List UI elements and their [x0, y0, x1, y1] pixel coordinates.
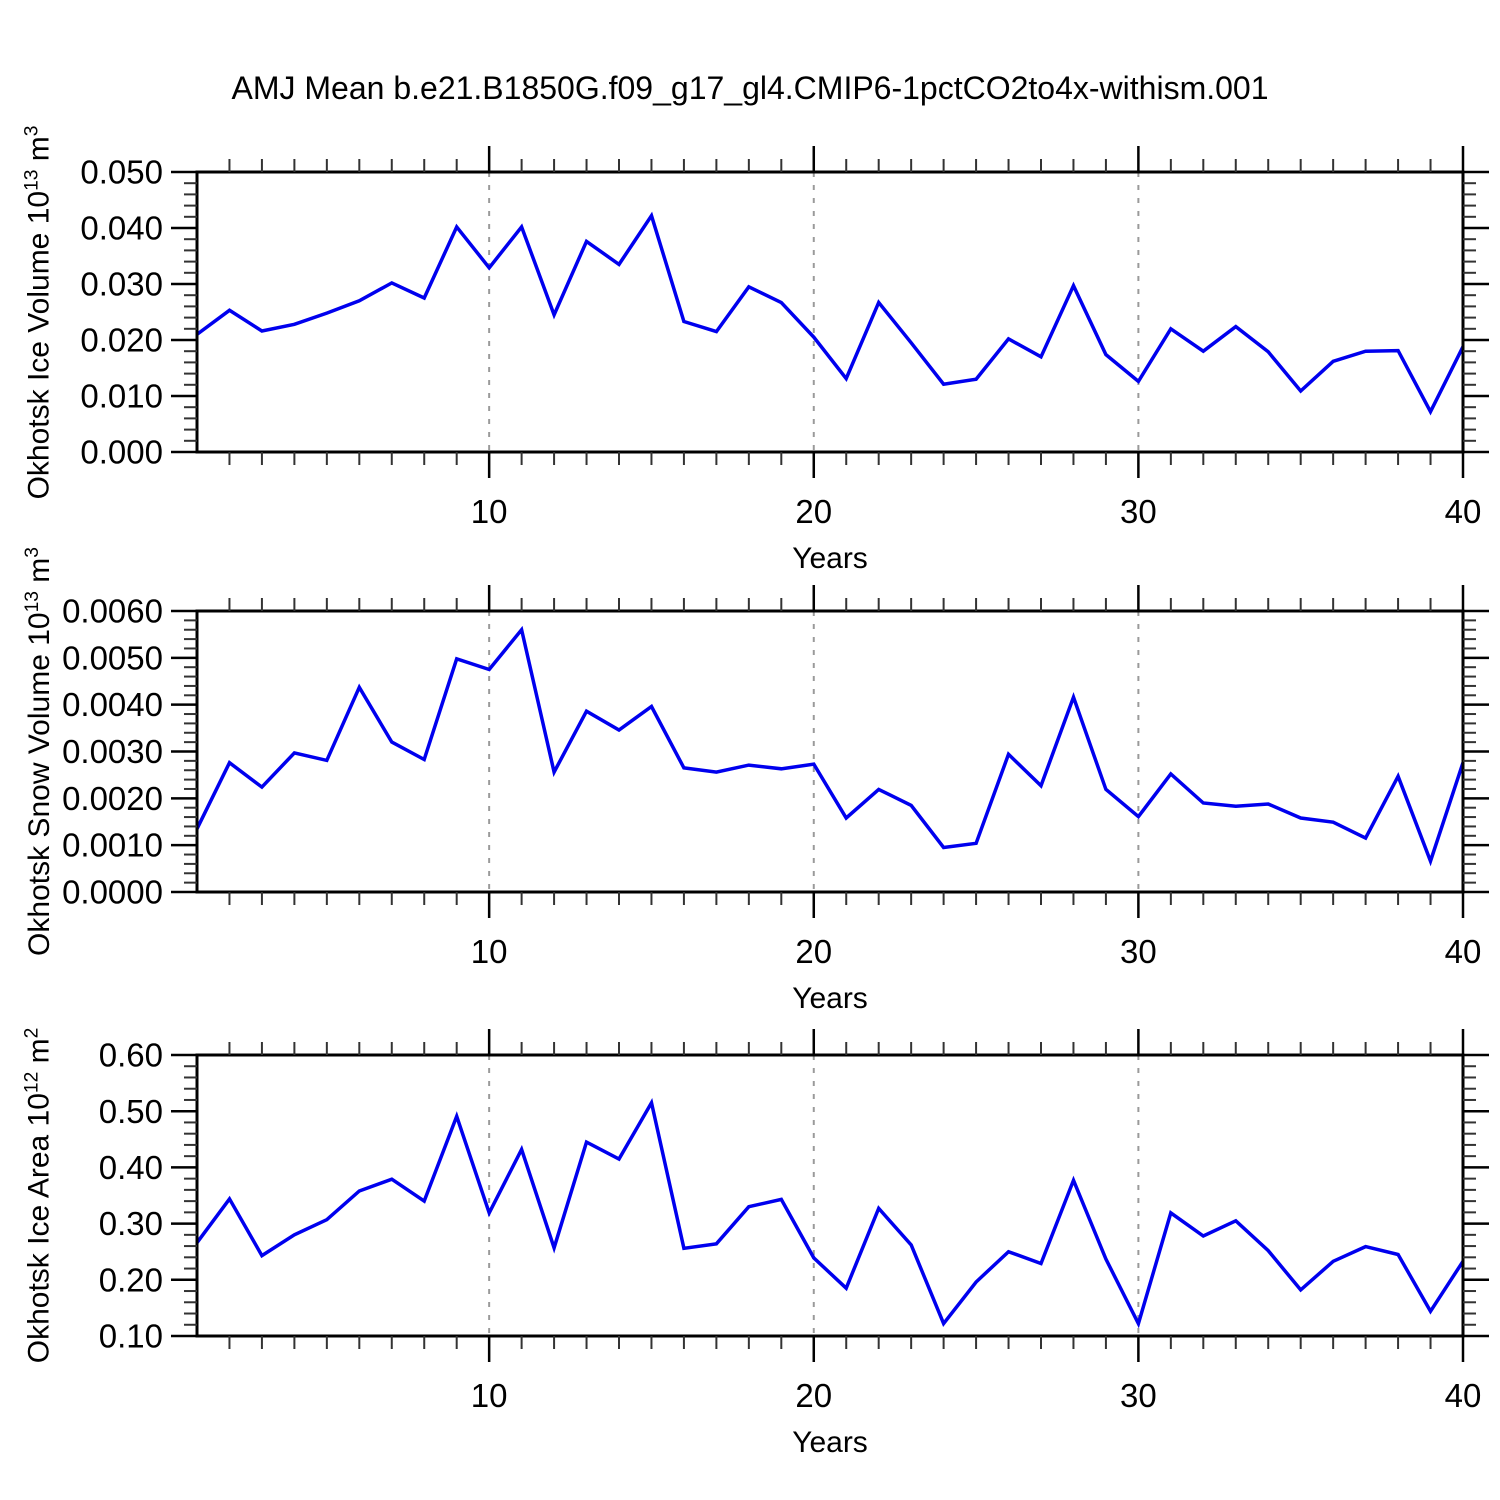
ice-volume-panel: 0.000 0.010 0.020 0.030 0.040 0.050 10 20 30 40 Ye… [80, 146, 1489, 575]
plot-frame [195, 1053, 1465, 1338]
x-tick-label: 10 [471, 493, 508, 530]
y-tick-label: 0.50 [99, 1093, 163, 1130]
y-tick-label: 0.000 [80, 434, 163, 471]
y-tick-label: 0.020 [80, 322, 163, 359]
y-tick-label: 0.0030 [62, 733, 163, 770]
x-tick-label: 30 [1120, 933, 1157, 970]
y-tick-label: 0.0000 [62, 874, 163, 911]
y-tick-label: 0.40 [99, 1149, 163, 1186]
chart-title: AMJ Mean b.e21.B1850G.f09_g17_gl4.CMIP6-… [231, 70, 1269, 106]
y-tick-label: 0.010 [80, 378, 163, 415]
x-axis-label: Years [792, 1426, 868, 1459]
ice-volume-data-line [195, 211, 1465, 416]
ice-area-data-line [195, 1098, 1465, 1329]
ice-area-panel: 0.10 0.20 0.30 0.40 0.50 0.60 10 20 30 40 Years [99, 1029, 1489, 1459]
plot-frame [195, 609, 1465, 894]
x-tick-label: 40 [1445, 493, 1482, 530]
x-tick-label: 20 [795, 493, 832, 530]
y-tick-label: 0.0050 [62, 639, 163, 676]
x-tick-label: 40 [1445, 1377, 1482, 1414]
x-tick-label: 10 [471, 933, 508, 970]
y-tick-label: 0.050 [80, 154, 163, 191]
y-tick-label: 0.10 [99, 1318, 163, 1355]
x-axis-label: Years [792, 542, 868, 575]
y-tick-label: 0.20 [99, 1261, 163, 1298]
x-tick-label: 10 [471, 1377, 508, 1414]
y-tick-label: 0.0040 [62, 686, 163, 723]
y-tick-label: 0.30 [99, 1205, 163, 1242]
x-axis-label: Years [792, 982, 868, 1015]
plot-frame [195, 170, 1465, 454]
y-tick-label: 0.0060 [62, 593, 163, 630]
x-tick-label: 30 [1120, 1377, 1157, 1414]
y-tick-label: 0.040 [80, 210, 163, 247]
y-tick-label: 0.0010 [62, 827, 163, 864]
x-tick-label: 20 [795, 933, 832, 970]
snow-volume-panel: 0.0000 0.0010 0.0020 0.0030 0.0040 0.0050 0.00… [62, 585, 1489, 1015]
y-tick-label: 0.60 [99, 1037, 163, 1074]
x-tick-label: 40 [1445, 933, 1482, 970]
x-tick-label: 20 [795, 1377, 832, 1414]
snow-volume-data-line [195, 625, 1465, 867]
y-tick-label: 0.0020 [62, 780, 163, 817]
x-tick-label: 30 [1120, 493, 1157, 530]
y-tick-label: 0.030 [80, 266, 163, 303]
